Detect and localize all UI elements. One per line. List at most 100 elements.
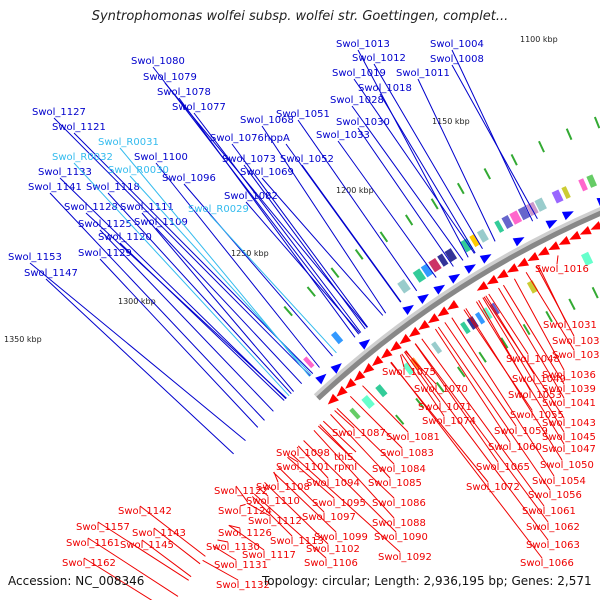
gene-label: Swol_1059: [494, 426, 548, 437]
gene-label: Swol_1122: [214, 486, 268, 497]
callout-line: [536, 266, 575, 337]
gene-label: Swol_1049: [512, 374, 566, 385]
gene-label: Swol_1043: [542, 418, 596, 429]
forward-feature: [561, 211, 574, 221]
gene-label: Swol_1008: [430, 54, 484, 65]
gene-label: Swol_1082: [224, 191, 278, 202]
callout-line: [317, 425, 395, 499]
callout-line: [217, 539, 229, 543]
gc-tick: [500, 337, 509, 349]
gene-label: Swol_1118: [86, 182, 140, 193]
callout-line: [277, 466, 325, 513]
gene-label: Swol_1053: [508, 390, 562, 401]
callout-line: [301, 164, 402, 303]
gc-tick: [483, 168, 492, 180]
backbone-group: [313, 207, 600, 401]
reverse-feature: [327, 393, 339, 405]
reverse-feature: [527, 251, 540, 262]
gene-label: Swol_1081: [386, 432, 440, 443]
reverse-feature: [579, 225, 592, 235]
gene-label: Swol_1051: [276, 109, 330, 120]
callout-line: [401, 353, 445, 417]
gc-tick: [283, 305, 293, 317]
gene-label: Swol_1052: [280, 154, 334, 165]
gene-label: Swol_1073: [222, 154, 276, 165]
forward-feature: [315, 373, 327, 385]
gene-label: Swol_1086: [372, 498, 426, 509]
gene-label: Swol_1120: [98, 232, 152, 243]
gc-tick: [565, 128, 573, 141]
callout-line: [178, 97, 356, 338]
callout-line: [152, 66, 360, 335]
gene-label: Swol_1045: [542, 432, 596, 443]
gene-label: Swol_1062: [526, 522, 580, 533]
gene-label: Swol_1109: [134, 217, 188, 228]
callout-line: [83, 557, 153, 600]
reverse-feature: [507, 263, 519, 273]
gc-tick: [510, 153, 518, 166]
reverse-feature: [569, 230, 582, 240]
category-block: [586, 174, 598, 188]
callout-line: [97, 521, 189, 581]
callout-line: [155, 162, 320, 368]
category-block: [349, 407, 361, 420]
gene-label: Swol_1087: [332, 428, 386, 439]
gene-label: Swol_1061: [522, 506, 576, 517]
reverse-feature: [476, 281, 489, 291]
reverse-feature: [408, 326, 421, 338]
callout-line: [290, 453, 401, 553]
callout-line: [437, 326, 551, 491]
callout-line: [258, 488, 269, 497]
gene-label: Swol_1016: [535, 264, 589, 275]
callout-line: [357, 127, 454, 267]
category-block: [361, 395, 375, 409]
callout-line: [107, 192, 292, 395]
callout-line: [330, 414, 391, 479]
gc-tick: [591, 286, 599, 299]
callout-line: [513, 278, 565, 371]
callout-line: [246, 502, 271, 517]
gene-label: Swol_1030: [336, 117, 390, 128]
gc-tick: [354, 248, 364, 260]
gene-label: Swol_1121: [52, 122, 106, 133]
callout-line: [53, 117, 311, 377]
reverse-feature: [345, 378, 357, 389]
callout-line: [434, 328, 511, 443]
callout-line: [336, 408, 395, 465]
forward-feature: [402, 304, 414, 315]
gene-label: Swol_1032: [552, 336, 600, 347]
callout-line: [296, 446, 299, 449]
category-block: [444, 248, 458, 263]
callout-line: [556, 255, 559, 265]
gc-tick: [478, 351, 487, 363]
reverse-feature: [371, 355, 384, 366]
gene-label: Swol_1078: [157, 87, 211, 98]
callout-line: [483, 296, 565, 419]
gc-tick: [457, 366, 466, 378]
reverse-feature: [427, 313, 440, 324]
category-block: [402, 362, 415, 376]
gene-label: Swol_1035: [552, 350, 600, 361]
rna-gene-labels: Swol_R0031 Swol_R0032 Swol_R0030 Swol_R0029: [52, 137, 249, 215]
reverse-feature: [548, 241, 561, 251]
gene-label: Swol_1092: [378, 552, 432, 563]
gene-label: Swol_1018: [358, 83, 412, 94]
callout-line: [297, 445, 329, 479]
callout-line: [362, 385, 409, 433]
callout-line: [85, 212, 287, 399]
gene-label: Swol_1068: [240, 115, 294, 126]
category-block: [581, 251, 594, 266]
gc-tick: [435, 381, 445, 393]
gc-tick: [522, 323, 531, 336]
reverse-feature: [390, 340, 402, 352]
gene-label: Swol_1066: [520, 558, 574, 569]
forward-feature: [417, 293, 429, 304]
gene-label: Swol_1124: [218, 506, 272, 517]
gene-label: Swol_1131: [214, 560, 268, 571]
category-block: [431, 341, 443, 355]
callout-line: [129, 175, 312, 376]
reverse-gene-labels-callouts: [83, 255, 575, 600]
callout-line: [444, 322, 517, 427]
gc-tick: [538, 140, 545, 153]
reverse-feature: [336, 385, 348, 397]
